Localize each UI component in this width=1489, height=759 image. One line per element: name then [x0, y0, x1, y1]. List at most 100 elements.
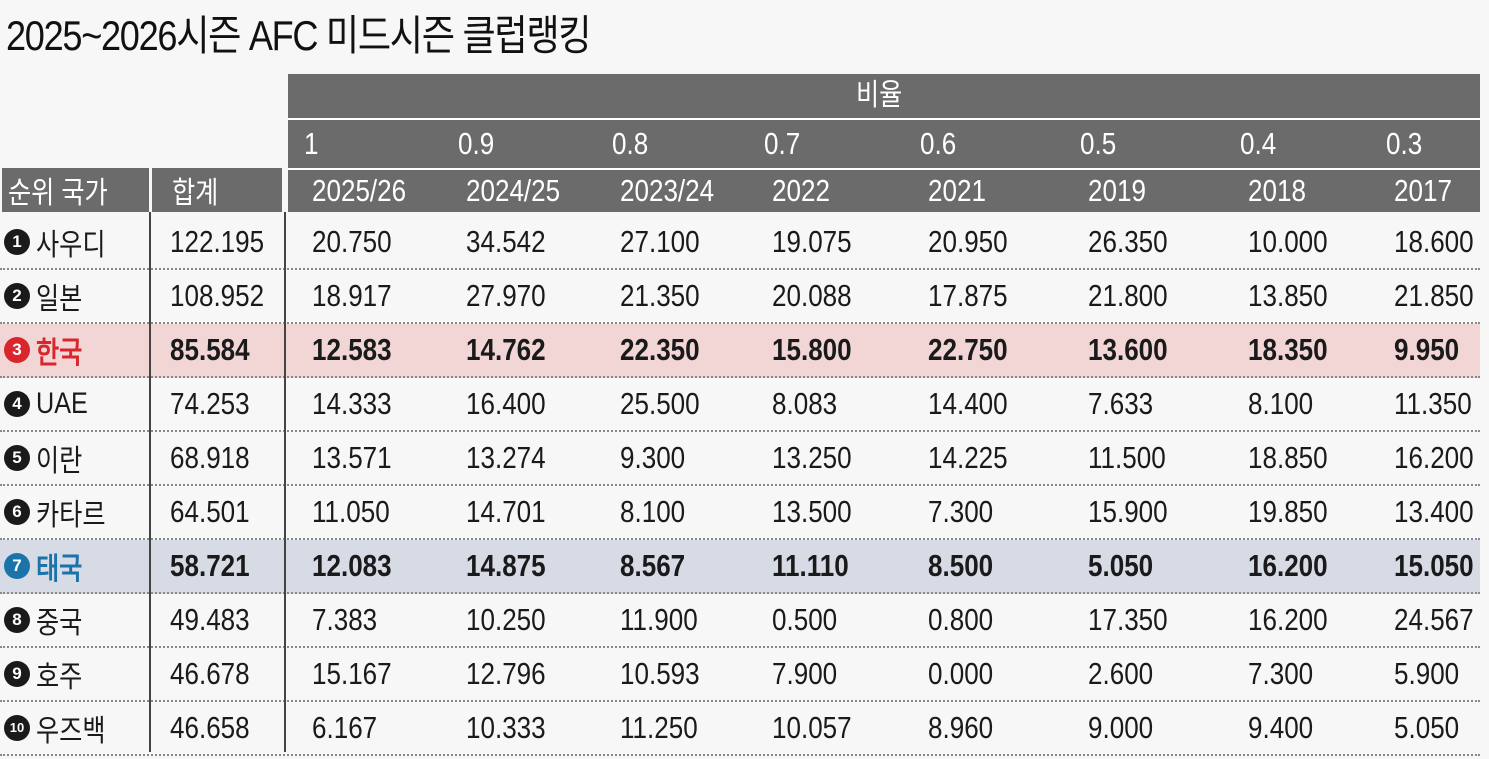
- page-title: 2025~2026시즌 AFC 미드시즌 클럽랭킹: [6, 12, 591, 59]
- total-cell: 74.253: [170, 386, 250, 421]
- season-value-cell: 0.500: [772, 602, 838, 637]
- country-name: UAE: [36, 387, 88, 420]
- rank-country-header: 순위 국가: [2, 168, 149, 212]
- season-value-cell: 13.571: [312, 440, 392, 475]
- table-row: 9 호주 46.678 15.167 12.796 10.593 7.900 0.000 2.6…: [0, 648, 1480, 702]
- season-value-cell: 11.250: [620, 710, 698, 745]
- season-value-cell: 8.500: [928, 548, 994, 583]
- season-value-cell: 26.350: [1088, 224, 1168, 259]
- season-value-cell: 8.100: [1248, 386, 1314, 421]
- season-value-cell: 12.796: [466, 656, 546, 691]
- season-value-cell: 16.200: [1248, 548, 1328, 583]
- weight-label: 0.6: [920, 126, 957, 161]
- season-value-cell: 10.250: [466, 602, 546, 637]
- season-value-cell: 13.400: [1394, 494, 1474, 529]
- table-row: 6 카타르 64.501 11.050 14.701 8.100 13.500 7.300 15…: [0, 486, 1480, 540]
- total-cell: 68.918: [170, 440, 250, 475]
- season-value-cell: 5.050: [1394, 710, 1460, 745]
- country-name: 태국: [36, 553, 83, 586]
- season-value-cell: 14.762: [466, 332, 546, 367]
- season-value-cell: 11.110: [772, 548, 849, 583]
- season-value-cell: 12.583: [312, 332, 392, 367]
- rank-country-cell: 2 일본: [4, 270, 91, 322]
- season-value-cell: 2.600: [1088, 656, 1154, 691]
- rank-badge: 2: [4, 283, 30, 309]
- season-value-cell: 10.593: [620, 656, 700, 691]
- rank-country-cell: 10 우즈백: [4, 702, 119, 754]
- season-value-cell: 24.567: [1394, 602, 1474, 637]
- season-value-cell: 8.960: [928, 710, 994, 745]
- season-row: 2025/26 2024/25 2023/24 2022 2021 2019 2018 201…: [288, 168, 1480, 212]
- country-name: 우즈백: [36, 715, 106, 748]
- table-row: 1 사우디 122.195 20.750 34.542 27.100 19.075 20.95…: [0, 216, 1480, 270]
- season-value-cell: 14.225: [928, 440, 1008, 475]
- season-value-cell: 17.875: [928, 278, 1008, 313]
- column-divider: [149, 212, 151, 752]
- total-header: 합계: [152, 168, 282, 212]
- season-value-cell: 10.000: [1248, 224, 1328, 259]
- season-value-cell: 15.167: [312, 656, 392, 691]
- season-value-cell: 13.850: [1248, 278, 1328, 313]
- rank-country-cell: 6 카타르: [4, 486, 119, 538]
- season-value-cell: 13.600: [1088, 332, 1168, 367]
- weight-label: 1: [304, 126, 319, 161]
- table-row: 2 일본 108.952 18.917 27.970 21.350 20.088 17.875…: [0, 270, 1480, 324]
- season-value-cell: 14.400: [928, 386, 1008, 421]
- country-name: 중국: [36, 607, 83, 640]
- season-value-cell: 9.400: [1248, 710, 1314, 745]
- season-value-cell: 18.600: [1394, 224, 1474, 259]
- season-value-cell: 11.050: [312, 494, 390, 529]
- season-value-cell: 10.333: [466, 710, 546, 745]
- season-value-cell: 13.500: [772, 494, 852, 529]
- rank-country-cell: 3 한국: [4, 324, 91, 376]
- rank-country-cell: 1 사우디: [4, 216, 119, 268]
- season-value-cell: 16.200: [1394, 440, 1474, 475]
- season-value-cell: 8.083: [772, 386, 838, 421]
- total-cell: 85.584: [170, 332, 250, 367]
- season-value-cell: 21.850: [1394, 278, 1474, 313]
- rank-badge: 3: [4, 337, 30, 363]
- table-row: 7 태국 58.721 12.083 14.875 8.567 11.110 8.500 5.0…: [0, 540, 1480, 594]
- table-row: 5 이란 68.918 13.571 13.274 9.300 13.250 14.225 11…: [0, 432, 1480, 486]
- season-value-cell: 0.800: [928, 602, 994, 637]
- season-value-cell: 8.567: [620, 548, 686, 583]
- country-name: 카타르: [36, 499, 106, 532]
- total-cell: 46.678: [170, 656, 250, 691]
- season-label: 2019: [1088, 173, 1146, 208]
- rank-country-cell: 5 이란: [4, 432, 91, 484]
- season-value-cell: 19.850: [1248, 494, 1328, 529]
- table-row: 8 중국 49.483 7.383 10.250 11.900 0.500 0.800 17.3…: [0, 594, 1480, 648]
- country-name: 이란: [36, 445, 83, 478]
- season-label: 2024/25: [466, 173, 561, 208]
- season-value-cell: 18.350: [1248, 332, 1328, 367]
- season-value-cell: 27.100: [620, 224, 700, 259]
- total-cell: 46.658: [170, 710, 250, 745]
- season-value-cell: 15.900: [1088, 494, 1168, 529]
- season-value-cell: 8.100: [620, 494, 686, 529]
- season-value-cell: 14.333: [312, 386, 392, 421]
- ratio-header: 비율: [288, 74, 1480, 118]
- season-value-cell: 12.083: [312, 548, 392, 583]
- season-label: 2017: [1394, 173, 1452, 208]
- season-value-cell: 15.800: [772, 332, 852, 367]
- season-value-cell: 11.350: [1394, 386, 1472, 421]
- season-value-cell: 7.633: [1088, 386, 1154, 421]
- total-cell: 49.483: [170, 602, 250, 637]
- season-value-cell: 20.750: [312, 224, 392, 259]
- rank-country-label: 순위 국가: [8, 177, 108, 210]
- season-value-cell: 27.970: [466, 278, 546, 313]
- rank-badge: 4: [4, 391, 30, 417]
- season-value-cell: 14.875: [466, 548, 546, 583]
- weight-label: 0.3: [1386, 126, 1423, 161]
- weight-row: 1 0.9 0.8 0.7 0.6 0.5 0.4 0.3: [288, 118, 1480, 168]
- rank-country-cell: 7 태국: [4, 540, 91, 592]
- weight-label: 0.7: [764, 126, 801, 161]
- season-value-cell: 21.800: [1088, 278, 1168, 313]
- season-value-cell: 22.750: [928, 332, 1008, 367]
- season-value-cell: 9.000: [1088, 710, 1154, 745]
- ratio-label: 비율: [856, 79, 903, 112]
- rank-badge: 10: [4, 715, 30, 741]
- season-value-cell: 13.250: [772, 440, 852, 475]
- total-cell: 64.501: [170, 494, 250, 529]
- season-value-cell: 13.274: [466, 440, 546, 475]
